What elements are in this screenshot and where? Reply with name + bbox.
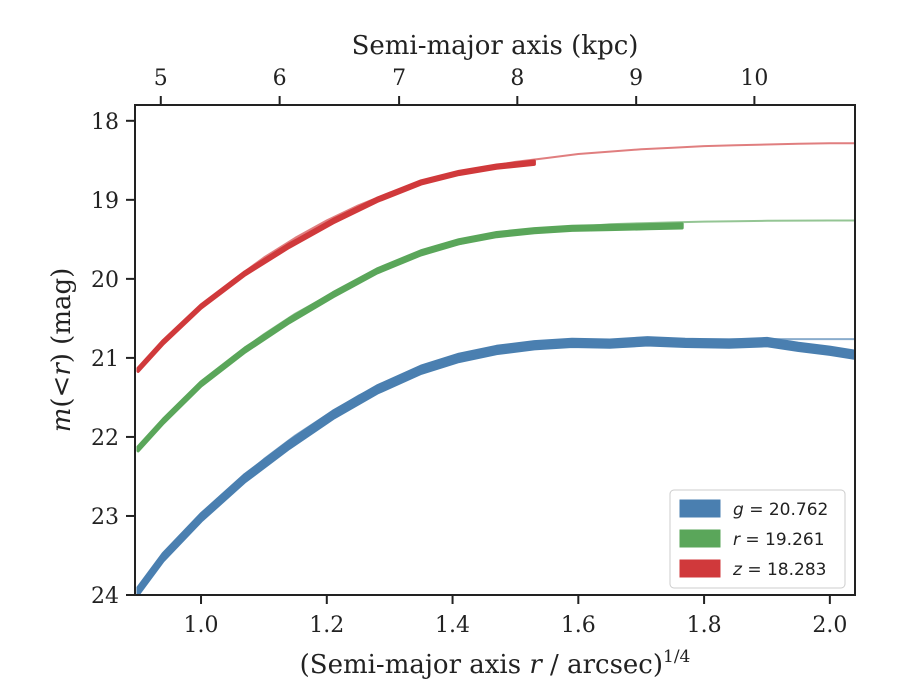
top-axis-title: Semi-major axis (kpc)	[352, 31, 639, 61]
y-axis-title-unit: (mag)	[47, 268, 77, 353]
series-layer	[136, 142, 855, 595]
y-axis-title-m: m	[47, 408, 77, 433]
legend-value-r: = 19.261	[740, 530, 825, 550]
x-tick-label: 1.0	[184, 613, 219, 638]
x-axis-title: (Semi-major axis r / arcsec)1/4	[300, 647, 691, 680]
series-z	[136, 142, 855, 373]
legend-swatch-r	[679, 529, 721, 548]
model-curve-r	[137, 219, 855, 450]
y-tick-label: 21	[91, 347, 119, 372]
y-axis-title-mid: (<	[47, 376, 77, 408]
top-tick-label: 10	[740, 66, 768, 91]
legend-value-g: = 20.762	[744, 500, 829, 520]
y-axis-title: m(<r) (mag)	[47, 268, 77, 433]
legend-swatch-g	[679, 499, 721, 518]
legend-band-g: g	[733, 500, 744, 520]
ticks-layer: 1.0 1.2 1.4 1.6 1.8 2.0 18 19 20 21 22 23 24 5 6 7 8 9 10	[91, 66, 847, 638]
top-tick-label: 5	[154, 66, 168, 91]
x-tick-label: 1.2	[309, 613, 344, 638]
legend-value-z: = 18.283	[742, 560, 827, 580]
legend-band-z: z	[732, 560, 743, 580]
x-axis-title-rest: / arcsec)	[542, 650, 663, 680]
y-tick-label: 20	[91, 268, 119, 293]
y-tick-label: 22	[91, 426, 119, 451]
y-axis-title-r: r	[47, 362, 77, 376]
x-axis-title-exponent: 1/4	[663, 647, 690, 667]
legend-label-g: g = 20.762	[733, 500, 828, 520]
legend-band-r: r	[733, 530, 741, 550]
y-axis-title-close: )	[47, 353, 77, 363]
x-axis-title-var: r	[529, 650, 543, 680]
legend-label-z: z = 18.283	[732, 560, 826, 580]
legend-swatch-z	[679, 559, 721, 578]
plot-frame	[134, 104, 856, 596]
data-band-r	[136, 222, 684, 453]
y-tick-label: 18	[91, 110, 119, 135]
top-tick-label: 7	[392, 66, 406, 91]
top-tick-label: 8	[510, 66, 524, 91]
x-tick-label: 1.4	[435, 613, 470, 638]
y-tick-label: 19	[91, 189, 119, 214]
top-tick-label: 9	[629, 66, 643, 91]
x-tick-label: 1.8	[687, 613, 722, 638]
x-tick-label: 1.6	[561, 613, 596, 638]
data-band-z	[136, 159, 536, 373]
y-tick-label: 24	[91, 584, 119, 609]
model-curve-z	[137, 142, 855, 371]
legend-label-r: r = 19.261	[733, 530, 825, 550]
data-band-g	[136, 336, 855, 595]
top-tick-label: 6	[273, 66, 287, 91]
series-r	[136, 219, 855, 453]
x-tick-label: 2.0	[812, 613, 847, 638]
y-tick-label: 23	[91, 505, 119, 530]
series-g	[136, 336, 855, 595]
x-axis-title-main: (Semi-major axis	[300, 650, 530, 680]
